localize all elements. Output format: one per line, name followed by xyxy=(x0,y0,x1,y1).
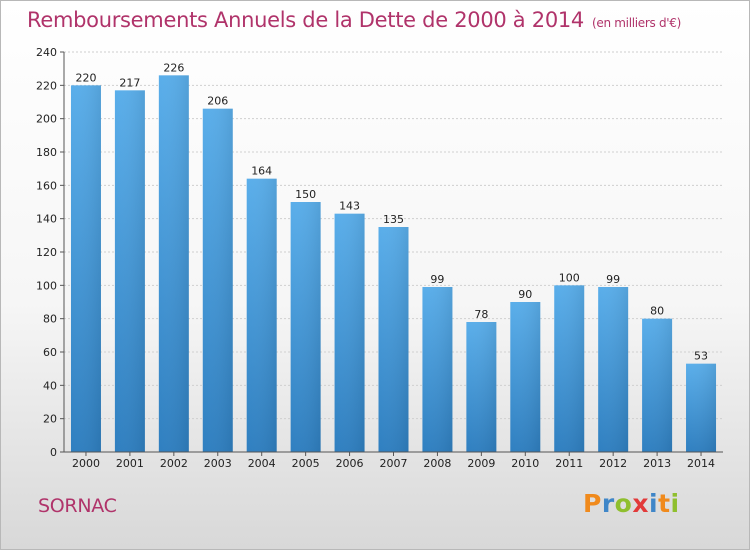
x-tick-label: 2008 xyxy=(423,457,451,470)
bar-shade xyxy=(598,287,629,452)
logo-letter: i xyxy=(670,489,680,518)
y-tick-label: 120 xyxy=(36,246,57,259)
y-tick-label: 80 xyxy=(43,313,57,326)
chart-title: Remboursements Annuels de la Dette de 20… xyxy=(27,8,681,32)
bar-shade xyxy=(70,85,101,452)
y-tick-label: 240 xyxy=(36,46,57,59)
data-label: 53 xyxy=(694,350,708,363)
bar-shade xyxy=(290,202,321,452)
data-label: 206 xyxy=(207,95,228,108)
x-tick-label: 2012 xyxy=(599,457,627,470)
data-label: 78 xyxy=(474,308,488,321)
data-label: 143 xyxy=(339,200,360,213)
data-label: 217 xyxy=(119,76,140,89)
x-tick-label: 2014 xyxy=(687,457,715,470)
logo-letter: t xyxy=(658,489,671,518)
y-tick-label: 200 xyxy=(36,113,57,126)
x-tick-label: 2001 xyxy=(116,457,144,470)
bar-shade xyxy=(202,108,233,453)
data-label: 164 xyxy=(251,165,272,178)
data-label: 80 xyxy=(650,305,664,318)
proxiti-logo: Proxiti xyxy=(583,489,680,518)
y-tick-label: 0 xyxy=(50,446,57,459)
title-text: Remboursements Annuels de la Dette de 20… xyxy=(27,8,584,32)
y-tick-label: 100 xyxy=(36,279,57,292)
axes: 0 20 40 60 80 100 120 140 160 180 200 220 240 2000 200… xyxy=(36,46,723,470)
chart-subtitle: (en milliers d'€) xyxy=(592,16,682,30)
x-tick-label: 2013 xyxy=(643,457,671,470)
y-tick-label: 40 xyxy=(43,379,57,392)
logo-letter: x xyxy=(632,489,649,518)
bar-shade xyxy=(334,213,365,452)
bar-shade xyxy=(466,322,497,452)
x-tick-label: 2007 xyxy=(380,457,408,470)
logo-letter: r xyxy=(601,489,615,518)
x-tick-label: 2002 xyxy=(160,457,188,470)
data-label: 220 xyxy=(75,71,96,84)
x-tick-label: 2009 xyxy=(467,457,495,470)
data-label: 99 xyxy=(430,273,444,286)
bar-shade xyxy=(554,285,585,452)
x-tick-label: 2003 xyxy=(204,457,232,470)
y-tick-label: 140 xyxy=(36,213,57,226)
logo-letter: i xyxy=(649,489,659,518)
bar-shade xyxy=(158,75,189,452)
x-tick-label: 2004 xyxy=(248,457,276,470)
bar-shade xyxy=(378,227,409,452)
x-tick-label: 2011 xyxy=(555,457,583,470)
bar-shade xyxy=(686,363,717,452)
logo-letter: P xyxy=(583,489,602,518)
commune-name: SORNAC xyxy=(38,495,117,517)
y-tick-label: 180 xyxy=(36,146,57,159)
data-label: 99 xyxy=(606,273,620,286)
y-tick-label: 60 xyxy=(43,346,57,359)
data-label: 226 xyxy=(163,61,184,74)
data-label: 135 xyxy=(383,213,404,226)
y-tick-label: 20 xyxy=(43,413,57,426)
bars: 220 217 226 206 164 150 143 135 99 78 90 100 99 80 53 xyxy=(70,61,717,453)
data-label: 100 xyxy=(559,271,580,284)
y-tick-label: 160 xyxy=(36,179,57,192)
data-label: 90 xyxy=(518,288,532,301)
x-tick-label: 2006 xyxy=(336,457,364,470)
bar-shade xyxy=(246,178,277,452)
bar-shade xyxy=(642,318,673,452)
y-tick-label: 220 xyxy=(36,79,57,92)
bar-shade xyxy=(510,302,541,452)
bar-shade xyxy=(422,287,453,452)
x-tick-label: 2010 xyxy=(511,457,539,470)
x-tick-label: 2005 xyxy=(292,457,320,470)
logo-letter: o xyxy=(614,489,633,518)
data-label: 150 xyxy=(295,188,316,201)
x-tick-label: 2000 xyxy=(72,457,100,470)
bar-shade xyxy=(114,90,145,452)
